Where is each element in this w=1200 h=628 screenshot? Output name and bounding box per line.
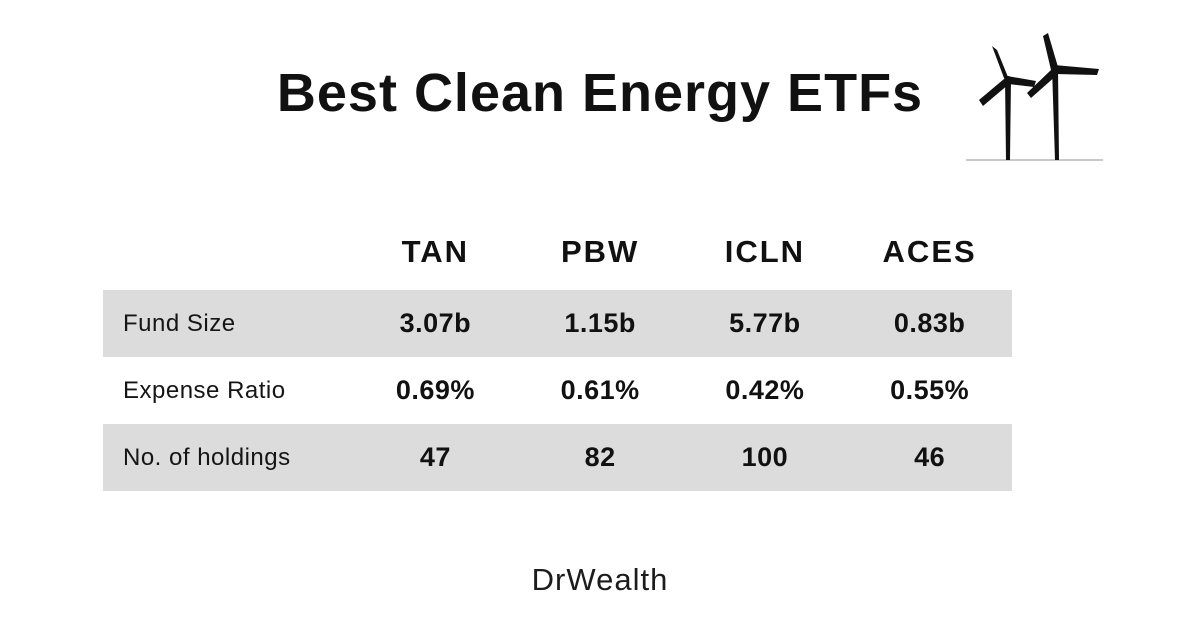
row-label: Expense Ratio [123,376,286,404]
row-label: Fund Size [123,309,236,337]
cell-fund-size-pbw: 1.15b [564,308,636,338]
cell-fund-size-aces: 0.83b [893,308,966,338]
cell-fund-size-icln: 5.77b [729,308,801,338]
page-title: Best Clean Energy ETFs [276,63,924,123]
col-header-tan: TAN [401,234,470,269]
cell-holdings-tan: 47 [419,442,451,472]
turbine-left [979,46,1036,160]
cell-expense-ratio-pbw: 0.61% [560,375,640,405]
cell-fund-size-tan: 3.07b [399,308,472,338]
brand-logo: DrWealth [531,562,669,597]
col-header-aces: ACES [882,234,977,269]
col-header-icln: ICLN [724,234,806,269]
table-row-fund-size: Fund Size 3.07b 1.15b 5.77b 0.83b [103,290,1012,357]
col-header-pbw: PBW [560,234,640,269]
cell-holdings-aces: 46 [914,442,946,472]
cell-expense-ratio-aces: 0.55% [890,375,970,405]
wind-turbines-icon [966,33,1103,161]
table-row-expense-ratio: Expense Ratio 0.69% 0.61% 0.42% 0.55% [103,357,1012,424]
table-row-holdings: No. of holdings 47 82 100 46 [103,424,1012,491]
etf-comparison-table: TAN PBW ICLN ACES Fund Size 3.07b 1.15b … [103,214,1012,491]
table-header-row: TAN PBW ICLN ACES [103,214,1012,290]
turbine-right [1027,33,1099,160]
cell-holdings-icln: 100 [741,442,789,472]
cell-expense-ratio-icln: 0.42% [725,375,805,405]
cell-holdings-pbw: 82 [584,442,616,472]
cell-expense-ratio-tan: 0.69% [395,375,475,405]
row-label: No. of holdings [123,443,291,471]
